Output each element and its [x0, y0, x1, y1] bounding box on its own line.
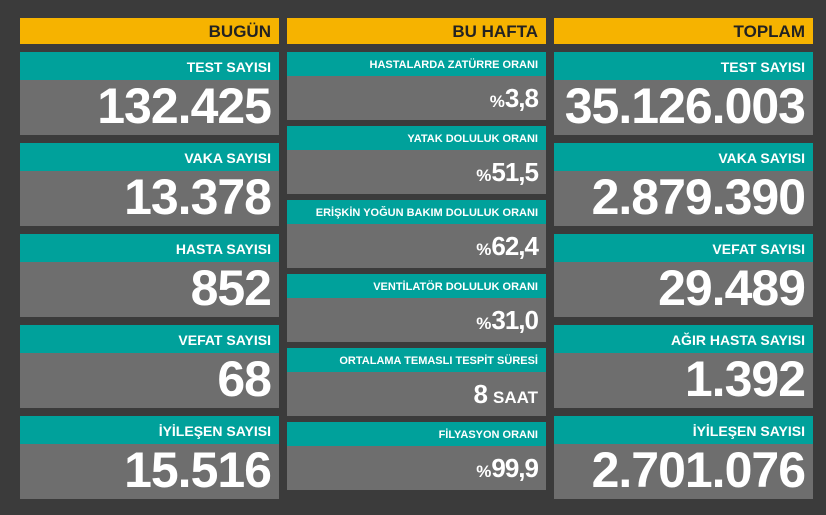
value-prefix: %	[476, 314, 492, 333]
stat-card: HASTALARDA ZATÜRRE ORANI %3,8	[287, 52, 546, 120]
value-prefix: %	[489, 92, 505, 111]
stat-value: 15.516	[20, 444, 279, 499]
stat-value: 132.425	[20, 80, 279, 135]
stat-label: FİLYASYON ORANI	[287, 422, 546, 446]
value-number: 1.392	[684, 351, 806, 407]
stat-card: ERİŞKİN YOĞUN BAKIM DOLULUK ORANI %62,4	[287, 200, 546, 268]
value-number: 8	[473, 379, 489, 409]
value-number: 2.879.390	[591, 169, 806, 225]
stat-card: FİLYASYON ORANI %99,9	[287, 422, 546, 490]
stat-value: 2.701.076	[554, 444, 813, 499]
value-number: 15.516	[124, 442, 272, 498]
stat-value: 29.489	[554, 262, 813, 317]
stat-value: 68	[20, 353, 279, 408]
value-number: 132.425	[97, 78, 272, 134]
stat-label: TEST SAYISI	[554, 52, 813, 80]
value-number: 29.489	[658, 260, 806, 316]
stat-value: %99,9	[287, 446, 546, 490]
stat-card: YATAK DOLULUK ORANI %51,5	[287, 126, 546, 194]
value-number: 68	[217, 351, 272, 407]
stat-card: AĞIR HASTA SAYISI 1.392	[554, 325, 813, 408]
value-number: 2.701.076	[591, 442, 806, 498]
stat-value: 852	[20, 262, 279, 317]
stat-label: İYİLEŞEN SAYISI	[554, 416, 813, 444]
stat-card: VAKA SAYISI 13.378	[20, 143, 279, 226]
stat-card: TEST SAYISI 132.425	[20, 52, 279, 135]
stat-label: HASTA SAYISI	[20, 234, 279, 262]
stat-label: AĞIR HASTA SAYISI	[554, 325, 813, 353]
stat-label: ERİŞKİN YOĞUN BAKIM DOLULUK ORANI	[287, 200, 546, 224]
stat-value: 13.378	[20, 171, 279, 226]
value-number: 99,9	[491, 453, 539, 483]
stat-value: %31,0	[287, 298, 546, 342]
stat-card: TEST SAYISI 35.126.003	[554, 52, 813, 135]
value-number: 852	[190, 260, 272, 316]
stat-card: VEFAT SAYISI 29.489	[554, 234, 813, 317]
stat-label: VAKA SAYISI	[554, 143, 813, 171]
value-number: 35.126.003	[564, 78, 806, 134]
column-header: TOPLAM	[554, 18, 813, 44]
stat-value: 2.879.390	[554, 171, 813, 226]
stat-card: VEFAT SAYISI 68	[20, 325, 279, 408]
stat-label: TEST SAYISI	[20, 52, 279, 80]
column-header: BUGÜN	[20, 18, 279, 44]
stat-card: ORTALAMA TEMASLI TESPİT SÜRESİ 8 SAAT	[287, 348, 546, 416]
value-number: 31,0	[491, 305, 539, 335]
stat-card: İYİLEŞEN SAYISI 2.701.076	[554, 416, 813, 499]
stat-value: 35.126.003	[554, 80, 813, 135]
value-number: 51,5	[491, 157, 539, 187]
stat-label: YATAK DOLULUK ORANI	[287, 126, 546, 150]
stat-label: VEFAT SAYISI	[20, 325, 279, 353]
value-prefix: %	[476, 240, 492, 259]
stat-card: İYİLEŞEN SAYISI 15.516	[20, 416, 279, 499]
column-header: BU HAFTA	[287, 18, 546, 44]
stat-card: VAKA SAYISI 2.879.390	[554, 143, 813, 226]
value-number: 13.378	[124, 169, 272, 225]
stat-label: VAKA SAYISI	[20, 143, 279, 171]
stat-value: %51,5	[287, 150, 546, 194]
column: BUGÜN TEST SAYISI 132.425 VAKA SAYISI 13.378…	[20, 18, 279, 499]
value-number: 62,4	[491, 231, 539, 261]
stat-label: ORTALAMA TEMASLI TESPİT SÜRESİ	[287, 348, 546, 372]
stat-card: HASTA SAYISI 852	[20, 234, 279, 317]
stat-value: 8 SAAT	[287, 372, 546, 416]
value-prefix: %	[476, 166, 492, 185]
stat-card: VENTİLATÖR DOLULUK ORANI %31,0	[287, 274, 546, 342]
column: BU HAFTA HASTALARDA ZATÜRRE ORANI %3,8 YATA…	[287, 18, 546, 490]
stat-value: 1.392	[554, 353, 813, 408]
stat-value: %3,8	[287, 76, 546, 120]
stat-label: HASTALARDA ZATÜRRE ORANI	[287, 52, 546, 76]
stat-label: VEFAT SAYISI	[554, 234, 813, 262]
stat-label: İYİLEŞEN SAYISI	[20, 416, 279, 444]
value-number: 3,8	[504, 83, 539, 113]
stat-label: VENTİLATÖR DOLULUK ORANI	[287, 274, 546, 298]
column: TOPLAM TEST SAYISI 35.126.003 VAKA SAYISI 2.…	[554, 18, 813, 499]
value-suffix: SAAT	[492, 388, 538, 407]
stat-value: %62,4	[287, 224, 546, 268]
value-prefix: %	[476, 462, 492, 481]
